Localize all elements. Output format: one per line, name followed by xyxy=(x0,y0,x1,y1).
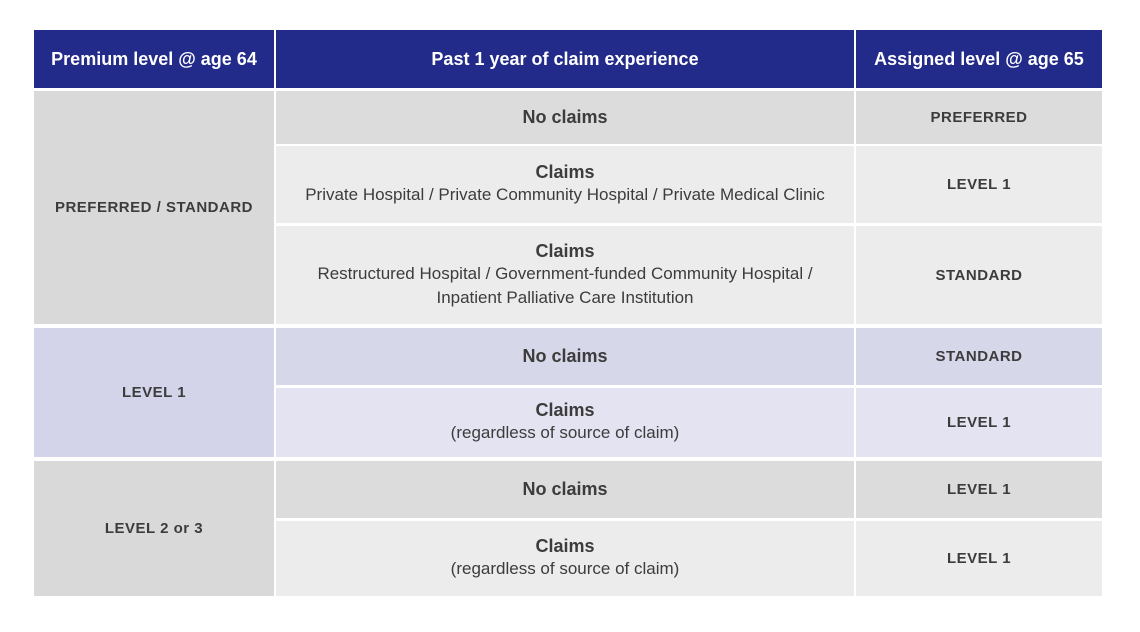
assigned-level-label: LEVEL 1 xyxy=(946,550,1012,567)
premium-level-label: LEVEL 2 or 3 xyxy=(104,520,204,537)
header-claim-experience: Past 1 year of claim experience xyxy=(276,30,854,88)
claim-experience-cell: Claims (regardless of source of claim) xyxy=(276,388,854,457)
assigned-level-cell: LEVEL 1 xyxy=(856,388,1102,457)
claim-title: Claims xyxy=(535,400,595,420)
claim-title: No claims xyxy=(522,107,608,127)
claim-detail-line2: Inpatient Palliative Care Institution xyxy=(436,287,694,307)
assigned-level-cell: LEVEL 1 xyxy=(856,521,1102,596)
assigned-level-cell: LEVEL 1 xyxy=(856,146,1102,223)
claim-detail: (regardless of source of claim) xyxy=(450,423,680,442)
claim-experience-cell: No claims xyxy=(276,91,854,144)
claim-experience-cell: No claims xyxy=(276,461,854,518)
premium-level-cell: PREFERRED / STANDARD xyxy=(34,91,274,324)
header-claim-experience-label: Past 1 year of claim experience xyxy=(431,48,699,69)
assigned-level-label: LEVEL 1 xyxy=(946,176,1012,193)
claim-experience-cell: Claims Private Hospital / Private Commun… xyxy=(276,146,854,223)
claim-experience-cell: Claims (regardless of source of claim) xyxy=(276,521,854,596)
claim-detail: Private Hospital / Private Community Hos… xyxy=(305,185,825,204)
premium-level-cell: LEVEL 1 xyxy=(34,328,274,457)
claim-title: Claims xyxy=(535,536,595,556)
claim-detail: Restructured Hospital / Government-funde… xyxy=(317,263,813,283)
assigned-level-cell: STANDARD xyxy=(856,328,1102,385)
claim-title: No claims xyxy=(522,479,608,499)
assigned-level-label: STANDARD xyxy=(935,266,1023,284)
claim-title: No claims xyxy=(522,346,608,366)
claim-detail: (regardless of source of claim) xyxy=(450,559,680,578)
assigned-level-label: STANDARD xyxy=(935,348,1023,365)
claim-experience-cell: No claims xyxy=(276,328,854,385)
assigned-level-label: LEVEL 1 xyxy=(946,481,1012,498)
assigned-level-cell: LEVEL 1 xyxy=(856,461,1102,518)
claim-experience-cell: Claims Restructured Hospital / Governmen… xyxy=(276,226,854,324)
assigned-level-label: LEVEL 1 xyxy=(946,414,1012,431)
header-assigned-level-label: Assigned level @ age 65 xyxy=(874,48,1084,69)
header-premium-level: Premium level @ age 64 xyxy=(34,30,274,88)
assigned-level-cell: PREFERRED xyxy=(856,91,1102,144)
header-premium-level-label: Premium level @ age 64 xyxy=(51,48,257,69)
premium-level-cell: LEVEL 2 or 3 xyxy=(34,461,274,596)
assigned-level-label: PREFERRED xyxy=(930,109,1028,126)
premium-level-label: PREFERRED / STANDARD xyxy=(54,199,254,216)
claim-title: Claims xyxy=(535,240,595,261)
premium-level-label: LEVEL 1 xyxy=(121,384,187,401)
claim-title: Claims xyxy=(535,162,595,182)
header-assigned-level: Assigned level @ age 65 xyxy=(856,30,1102,88)
assigned-level-cell: STANDARD xyxy=(856,226,1102,324)
